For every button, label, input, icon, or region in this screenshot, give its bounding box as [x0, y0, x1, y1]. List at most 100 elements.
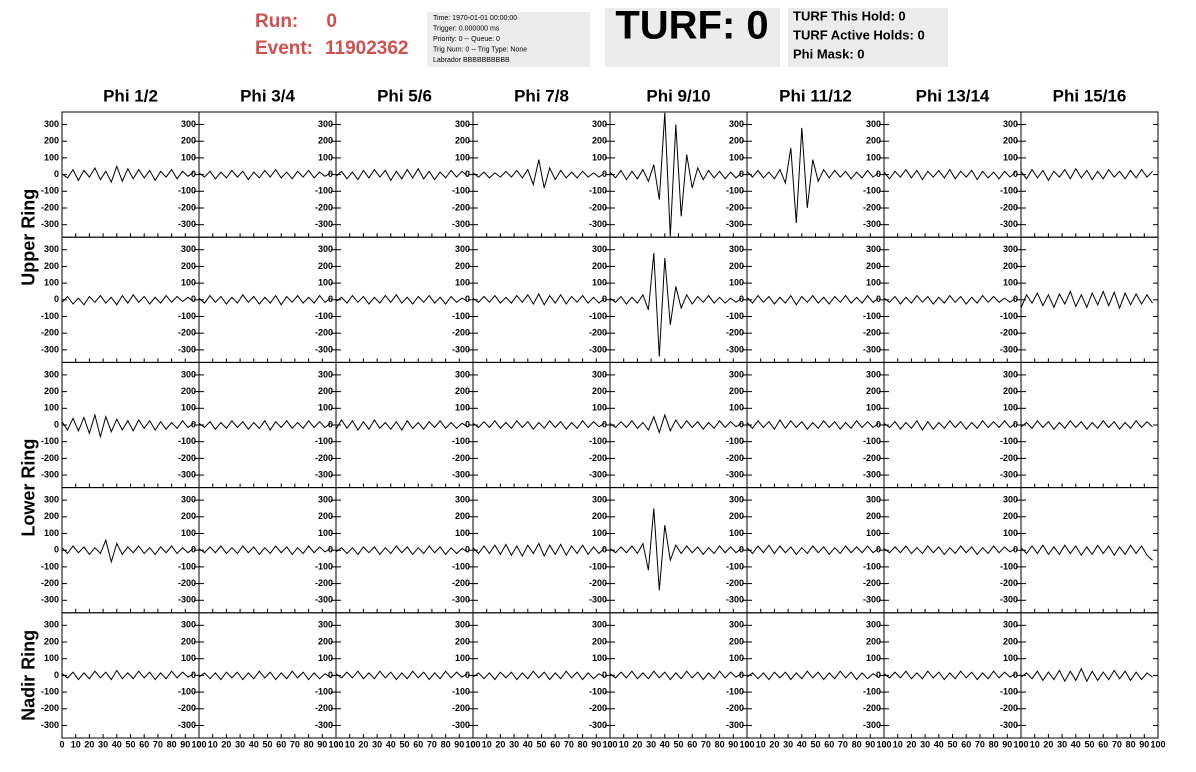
y-tick-label: -100 [726, 311, 744, 321]
waveform [61, 164, 194, 184]
y-tick-label: 0 [739, 670, 744, 680]
y-tick-label: 0 [876, 670, 881, 680]
y-tick-label: 300 [1003, 119, 1018, 129]
waveform [198, 545, 331, 556]
x-tick-label: 70 [701, 739, 711, 749]
x-tick-label: 40 [249, 739, 259, 749]
info-line: Time: 1970-01-01 00:00:00 [433, 15, 517, 22]
x-tick-label: 0 [470, 739, 475, 749]
y-tick-label: 200 [1003, 511, 1018, 521]
y-tick-label: -200 [452, 703, 470, 713]
y-tick-label: 200 [318, 511, 333, 521]
x-tick-label: 90 [865, 739, 875, 749]
x-tick-label: 10 [756, 739, 766, 749]
turf-box [605, 8, 780, 67]
y-tick-label: -300 [726, 720, 744, 730]
y-tick-label: -200 [41, 703, 59, 713]
x-tick-label: 80 [304, 739, 314, 749]
x-tick-label: 90 [1002, 739, 1012, 749]
y-tick-label: 300 [592, 244, 607, 254]
y-tick-label: -100 [1000, 436, 1018, 446]
x-tick-label: 40 [797, 739, 807, 749]
x-tick-label: 40 [934, 739, 944, 749]
y-tick-label: -100 [589, 311, 607, 321]
y-tick-label: -200 [726, 328, 744, 338]
y-tick-label: 0 [191, 419, 196, 429]
y-tick-label: 200 [455, 386, 470, 396]
waveform [61, 293, 194, 306]
y-tick-label: 100 [1003, 528, 1018, 538]
y-tick-label: 100 [318, 152, 333, 162]
y-tick-label: 300 [866, 494, 881, 504]
y-tick-label: 100 [592, 653, 607, 663]
waveform [609, 670, 742, 681]
y-tick-label: 200 [1003, 136, 1018, 146]
x-tick-label: 100 [1013, 739, 1028, 749]
y-tick-label: -100 [726, 686, 744, 696]
y-tick-label: 0 [191, 169, 196, 179]
x-tick-label: 70 [290, 739, 300, 749]
y-tick-label: 300 [1003, 620, 1018, 630]
x-tick-label: 30 [1057, 739, 1067, 749]
y-tick-label: -200 [589, 578, 607, 588]
y-tick-label: -100 [589, 186, 607, 196]
y-tick-label: 300 [866, 369, 881, 379]
y-tick-label: 200 [455, 261, 470, 271]
y-tick-label: 300 [729, 369, 744, 379]
y-tick-label: 300 [729, 119, 744, 129]
y-tick-label: 200 [44, 511, 59, 521]
y-tick-label: -300 [726, 344, 744, 354]
info-line: Trig Num: 0 -- Trig Type: None [433, 46, 527, 53]
column-title: Phi 5/6 [377, 86, 432, 105]
y-tick-label: 200 [729, 386, 744, 396]
y-tick-label: -100 [178, 686, 196, 696]
y-tick-label: -200 [863, 453, 881, 463]
x-tick-label: 60 [413, 739, 423, 749]
y-tick-label: -200 [726, 578, 744, 588]
x-tick-label: 100 [328, 739, 343, 749]
y-tick-label: -100 [41, 686, 59, 696]
y-tick-label: 300 [729, 494, 744, 504]
y-tick-label: 300 [592, 494, 607, 504]
turf-stats: TURF This Hold: 0 TURF Active Holds: 0 Phi… [793, 8, 925, 61]
x-tick-label: 30 [509, 739, 519, 749]
y-tick-label: 100 [318, 653, 333, 663]
x-tick-label: 90 [1139, 739, 1149, 749]
x-tick-label: 10 [208, 739, 218, 749]
y-tick-label: 100 [44, 277, 59, 287]
y-tick-label: -300 [315, 469, 333, 479]
y-tick-label: 100 [1003, 277, 1018, 287]
y-tick-label: -300 [41, 219, 59, 229]
y-tick-label: -300 [452, 595, 470, 605]
y-tick-label: 300 [318, 119, 333, 129]
y-tick-label: 100 [1003, 403, 1018, 413]
y-tick-label: 0 [876, 294, 881, 304]
y-tick-label: -300 [863, 219, 881, 229]
y-tick-label: 0 [602, 545, 607, 555]
x-tick-label: 20 [1043, 739, 1053, 749]
y-tick-label: 200 [729, 261, 744, 271]
waveform [609, 253, 742, 357]
x-tick-label: 50 [262, 739, 272, 749]
y-tick-label: 200 [455, 636, 470, 646]
x-tick-label: 80 [852, 739, 862, 749]
waveform [472, 419, 605, 431]
y-tick-label: -200 [589, 202, 607, 212]
x-tick-label: 50 [1084, 739, 1094, 749]
y-tick-label: 300 [181, 620, 196, 630]
y-tick-label: 200 [318, 636, 333, 646]
x-tick-label: 50 [399, 739, 409, 749]
y-tick-label: 200 [592, 261, 607, 271]
y-tick-label: 300 [729, 244, 744, 254]
x-tick-label: 60 [824, 739, 834, 749]
x-tick-label: 80 [167, 739, 177, 749]
y-tick-label: 100 [729, 152, 744, 162]
y-tick-label: 100 [181, 403, 196, 413]
y-tick-label: 200 [1003, 386, 1018, 396]
y-tick-label: 300 [592, 620, 607, 630]
y-tick-label: 200 [455, 511, 470, 521]
y-tick-label: -200 [863, 328, 881, 338]
y-tick-label: 200 [866, 386, 881, 396]
waveform [198, 293, 331, 306]
y-tick-label: 100 [729, 528, 744, 538]
